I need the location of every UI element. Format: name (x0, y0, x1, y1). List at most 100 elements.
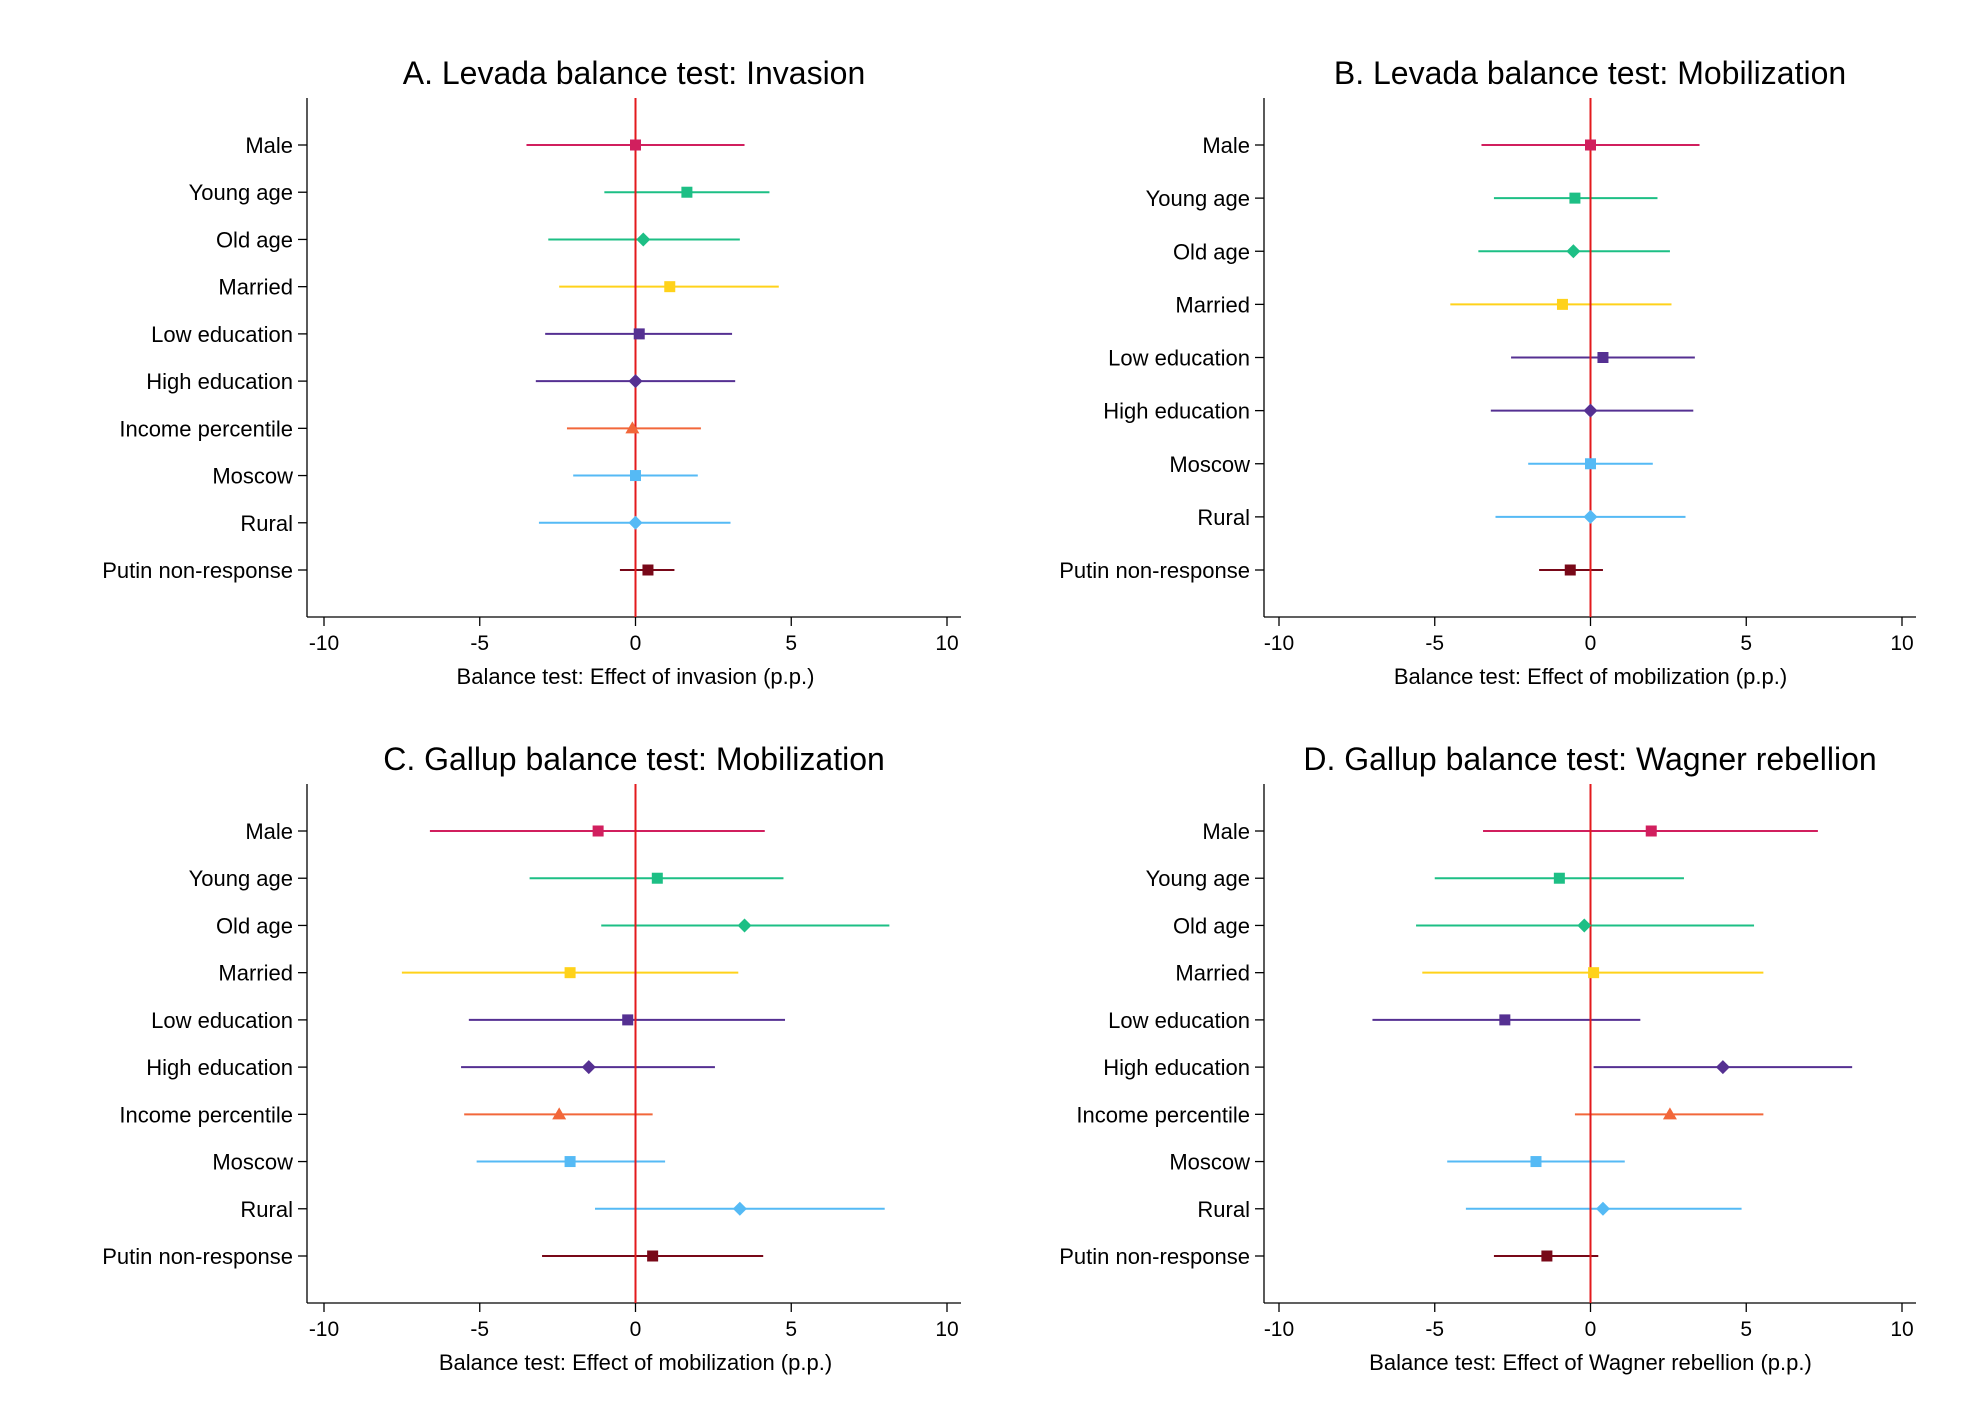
x-tick-label: 5 (1740, 1318, 1752, 1341)
point-estimate-square (647, 1250, 659, 1262)
y-tick-label: Putin non-response (102, 558, 293, 583)
x-tick-label: 0 (1585, 632, 1597, 655)
y-tick-label: Old age (1173, 913, 1250, 938)
y-tick-label: Married (218, 275, 293, 300)
x-tick-label: -5 (470, 632, 489, 655)
x-axis-label: Balance test: Effect of invasion (p.p.) (457, 664, 815, 689)
chart-title: D. Gallup balance test: Wagner rebellion (1303, 741, 1876, 777)
y-tick-label: Low education (1108, 1008, 1250, 1033)
point-estimate-diamond (732, 1201, 747, 1216)
point-estimate-square (622, 1014, 634, 1026)
point-estimate-square (1564, 564, 1576, 576)
y-tick-label: Rural (240, 511, 293, 536)
point-estimate-square (1645, 825, 1657, 837)
point-estimate-diamond (1595, 1201, 1610, 1216)
point-estimate-square (1499, 1014, 1511, 1026)
x-tick-label: 0 (630, 632, 642, 655)
panel-c: C. Gallup balance test: Mobilization -10 -… (102, 741, 961, 1375)
x-tick-label: -10 (309, 1318, 339, 1341)
point-estimate-diamond (628, 515, 643, 530)
point-estimate-square (630, 470, 641, 482)
point-estimate-square (1597, 352, 1609, 363)
x-axis-label: Balance test: Effect of mobilization (p.… (1394, 664, 1787, 689)
point-estimate-square (630, 139, 641, 151)
y-tick-label: Old age (216, 913, 293, 938)
y-tick-label: Male (1202, 819, 1250, 844)
point-estimate-diamond (628, 374, 643, 389)
y-tick-label: Young age (1146, 866, 1250, 891)
point-estimate-square (1588, 967, 1600, 979)
point-estimate-triangle (1662, 1107, 1677, 1120)
point-estimate-square (1541, 1250, 1553, 1262)
x-tick-label: -5 (1425, 1318, 1444, 1341)
x-tick-label: -10 (1264, 1318, 1294, 1341)
y-tick-label: Putin non-response (102, 1244, 293, 1269)
point-estimate-square (1585, 139, 1596, 151)
y-tick-label: Rural (1197, 505, 1250, 530)
x-tick-label: 10 (1890, 1318, 1913, 1341)
point-estimate-square (651, 872, 663, 884)
point-estimate-square (1585, 458, 1596, 470)
y-tick-label: Old age (216, 227, 293, 252)
point-estimate-square (1530, 1156, 1542, 1168)
point-estimate-square (1569, 192, 1581, 204)
x-tick-label: 0 (1585, 1318, 1597, 1341)
x-tick-label: -5 (1425, 632, 1444, 655)
y-tick-label: Income percentile (1076, 1102, 1250, 1127)
y-tick-label: Moscow (212, 464, 293, 489)
chart-title: C. Gallup balance test: Mobilization (383, 741, 885, 777)
y-tick-label: Rural (240, 1197, 293, 1222)
x-tick-label: 5 (1740, 632, 1752, 655)
y-tick-label: Moscow (1169, 1150, 1250, 1175)
x-tick-label: 5 (785, 632, 797, 655)
point-estimate-square (633, 328, 645, 340)
panel-d: D. Gallup balance test: Wagner rebellion… (1059, 741, 1916, 1375)
y-tick-label: Old age (1173, 239, 1250, 264)
chart-title: B. Levada balance test: Mobilization (1334, 55, 1846, 91)
chart-title: A. Levada balance test: Invasion (403, 55, 866, 91)
x-tick-label: -10 (1264, 632, 1294, 655)
y-tick-label: Moscow (1169, 452, 1250, 477)
point-estimate-square (642, 564, 654, 576)
y-tick-label: Male (1202, 133, 1250, 158)
y-tick-label: Young age (189, 180, 293, 205)
x-tick-label: 10 (935, 1318, 958, 1341)
y-tick-label: Putin non-response (1059, 558, 1250, 583)
y-tick-label: Young age (1146, 186, 1250, 211)
point-estimate-diamond (581, 1060, 596, 1075)
point-estimate-diamond (1566, 244, 1581, 259)
y-tick-label: High education (146, 369, 293, 394)
y-tick-label: Putin non-response (1059, 1244, 1250, 1269)
y-tick-label: Male (245, 133, 293, 158)
point-estimate-square (664, 281, 676, 293)
y-tick-label: High education (1103, 399, 1250, 424)
y-tick-label: Income percentile (119, 1102, 293, 1127)
y-tick-label: Married (1175, 961, 1250, 986)
y-tick-label: Moscow (212, 1150, 293, 1175)
point-estimate-diamond (636, 232, 651, 247)
point-estimate-diamond (1577, 918, 1592, 933)
y-tick-label: Income percentile (119, 416, 293, 441)
y-tick-label: Low education (151, 322, 293, 347)
y-tick-label: Married (218, 961, 293, 986)
point-estimate-square (564, 967, 576, 979)
x-tick-label: 5 (785, 1318, 797, 1341)
y-tick-label: High education (1103, 1055, 1250, 1080)
point-estimate-square (592, 825, 604, 837)
x-tick-label: 0 (630, 1318, 642, 1341)
x-axis-label: Balance test: Effect of Wagner rebellion… (1369, 1350, 1812, 1375)
y-tick-label: Young age (189, 866, 293, 891)
y-tick-label: Low education (151, 1008, 293, 1033)
x-tick-label: -5 (470, 1318, 489, 1341)
x-tick-label: -10 (309, 632, 339, 655)
point-estimate-square (681, 186, 693, 198)
y-tick-label: Low education (1108, 346, 1250, 371)
y-tick-label: High education (146, 1055, 293, 1080)
y-tick-label: Married (1175, 292, 1250, 317)
point-estimate-triangle (625, 421, 640, 434)
point-estimate-diamond (737, 918, 752, 933)
point-estimate-square (1553, 872, 1565, 884)
point-estimate-diamond (1583, 403, 1598, 418)
point-estimate-diamond (1715, 1060, 1730, 1075)
